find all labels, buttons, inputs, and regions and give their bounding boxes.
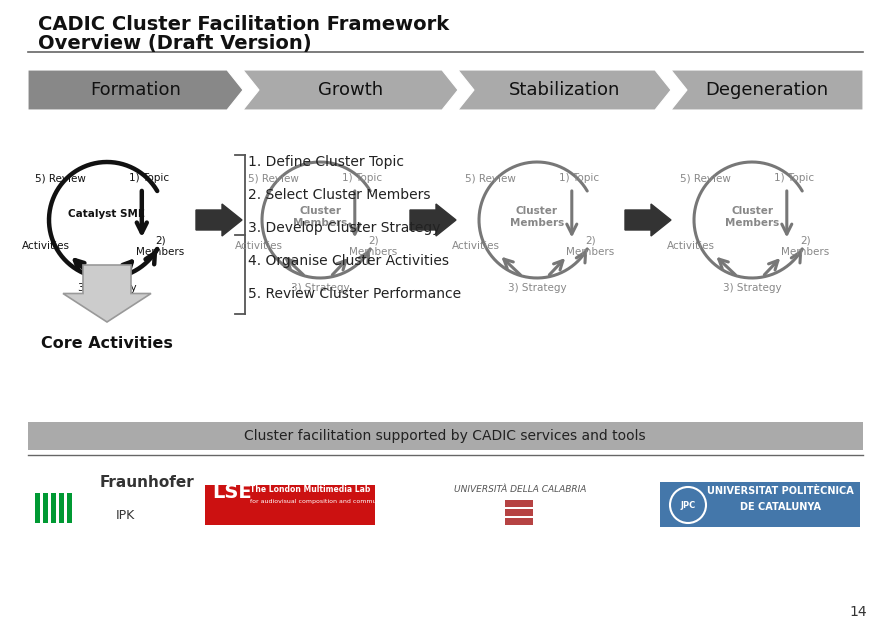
Bar: [51, 493, 56, 523]
Text: 2)
Members: 2) Members: [567, 235, 615, 257]
Text: Overview (Draft Version): Overview (Draft Version): [38, 34, 312, 53]
Bar: [43, 493, 48, 523]
FancyArrow shape: [625, 204, 671, 236]
Bar: [35, 493, 40, 523]
Text: Cluster facilitation supported by CADIC services and tools: Cluster facilitation supported by CADIC …: [244, 429, 646, 443]
Text: UNIVERSITAT POLITÈCNICA: UNIVERSITAT POLITÈCNICA: [707, 486, 854, 496]
Text: 3. Develop Cluster Strategy: 3. Develop Cluster Strategy: [248, 221, 440, 235]
Text: IPK: IPK: [115, 509, 135, 522]
Text: Cluster
Members: Cluster Members: [293, 206, 347, 228]
Text: Degeneration: Degeneration: [706, 81, 829, 99]
Bar: [660, 482, 860, 527]
Bar: [505, 518, 533, 525]
Text: Stabilization: Stabilization: [509, 81, 620, 99]
Text: LSE: LSE: [212, 483, 251, 503]
Text: 5) Review: 5) Review: [249, 173, 299, 183]
Text: 3) Strategy: 3) Strategy: [290, 284, 349, 294]
Text: 14: 14: [849, 605, 867, 619]
Bar: [67, 493, 72, 523]
Text: 1) Topic: 1) Topic: [559, 173, 599, 183]
Text: 3) Strategy: 3) Strategy: [78, 284, 136, 294]
Text: 3) Strategy: 3) Strategy: [508, 284, 567, 294]
Text: Fraunhofer: Fraunhofer: [100, 475, 195, 490]
Text: 5) Review: 5) Review: [465, 173, 516, 183]
Text: 5. Review Cluster Performance: 5. Review Cluster Performance: [248, 287, 462, 301]
Text: Cluster
Members: Cluster Members: [510, 206, 564, 228]
Bar: [205, 485, 375, 525]
Text: Activities: Activities: [22, 241, 70, 251]
Text: Activities: Activities: [452, 241, 500, 251]
FancyArrow shape: [196, 204, 242, 236]
Text: 1) Topic: 1) Topic: [773, 173, 813, 183]
FancyArrow shape: [410, 204, 456, 236]
Text: 5) Review: 5) Review: [680, 173, 731, 183]
Bar: [505, 500, 533, 507]
Text: 2)
Members: 2) Members: [349, 235, 397, 257]
Bar: [59, 493, 64, 523]
Text: Growth: Growth: [318, 81, 383, 99]
Polygon shape: [243, 70, 458, 110]
Text: 4. Organise Cluster Activities: 4. Organise Cluster Activities: [248, 254, 449, 268]
Polygon shape: [28, 70, 243, 110]
Bar: [505, 509, 533, 516]
Text: 2)
Members: 2) Members: [136, 235, 184, 257]
Text: for audiovisual composition and communication: for audiovisual composition and communic…: [250, 498, 402, 503]
Text: JPC: JPC: [681, 500, 696, 510]
Text: Core Activities: Core Activities: [41, 336, 173, 351]
Text: 1. Define Cluster Topic: 1. Define Cluster Topic: [248, 155, 404, 169]
Text: Cluster
Members: Cluster Members: [725, 206, 779, 228]
Text: The London Multimedia Lab: The London Multimedia Lab: [250, 484, 371, 493]
Text: 5) Review: 5) Review: [35, 173, 86, 183]
Text: 2)
Members: 2) Members: [781, 235, 830, 257]
Text: Activities: Activities: [667, 241, 715, 251]
Text: Catalyst SME: Catalyst SME: [69, 209, 145, 219]
Polygon shape: [671, 70, 863, 110]
Text: Formation: Formation: [90, 81, 181, 99]
Text: DE CATALUNYA: DE CATALUNYA: [740, 502, 821, 512]
Text: 1) Topic: 1) Topic: [341, 173, 382, 183]
Text: UNIVERSITÀ DELLA CALABRIA: UNIVERSITÀ DELLA CALABRIA: [454, 486, 586, 495]
Text: 1) Topic: 1) Topic: [128, 173, 168, 183]
Polygon shape: [458, 70, 671, 110]
Bar: [28, 422, 863, 450]
Text: 2. Select Cluster Members: 2. Select Cluster Members: [248, 188, 430, 202]
Text: CADIC Cluster Facilitation Framework: CADIC Cluster Facilitation Framework: [38, 15, 449, 34]
Text: Activities: Activities: [235, 241, 283, 251]
Polygon shape: [63, 265, 151, 322]
Text: 3) Strategy: 3) Strategy: [723, 284, 781, 294]
